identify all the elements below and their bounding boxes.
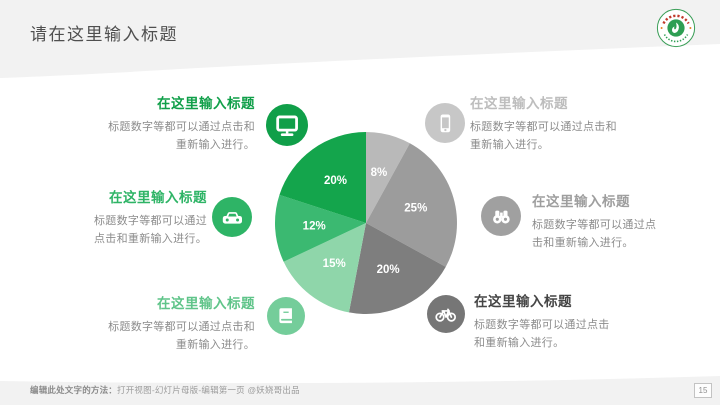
pie-slice	[274, 194, 366, 262]
feature-block-left-2: 在这里输入标题 标题数字等都可以通过 点击和重新输入进行。	[67, 190, 207, 248]
pie-slice	[366, 132, 410, 223]
pie-slice	[279, 132, 366, 223]
feature-body: 标题数字等都可以通过点击和 重新输入进行。	[470, 121, 617, 151]
feature-title: 在这里输入标题	[157, 296, 255, 311]
feature-body: 标题数字等都可以通过 点击和重新输入进行。	[94, 215, 207, 245]
pie-slice-label: 12%	[303, 220, 326, 232]
feature-block-right-1: 在这里输入标题 标题数字等都可以通过点击和 重新输入进行。	[470, 96, 645, 154]
pie-slice	[283, 223, 366, 313]
bicycle-icon	[427, 295, 465, 333]
pie-slice-label: 20%	[324, 175, 347, 187]
feature-block-left-1: 在这里输入标题 标题数字等都可以通过点击和 重新输入进行。	[80, 96, 255, 154]
feature-block-right-3: 在这里输入标题 标题数字等都可以通过点击 和重新输入进行。	[474, 294, 649, 352]
page-number: 15	[694, 383, 712, 398]
binoculars-icon	[481, 196, 521, 236]
car-icon	[212, 197, 252, 237]
feature-body: 标题数字等都可以通过点击和 重新输入进行。	[108, 321, 255, 351]
pie-slice-label: 8%	[371, 167, 388, 179]
book-icon	[267, 297, 305, 335]
feature-title: 在这里输入标题	[532, 194, 630, 209]
pie-slice-label: 25%	[404, 203, 427, 215]
feature-body: 标题数字等都可以通过点击和 重新输入进行。	[108, 121, 255, 151]
header-wave-shape	[0, 0, 720, 78]
footer-instructions: 打开视图-幻灯片母版-编辑第一页 @妖娆哥出品	[117, 385, 300, 395]
feature-body: 标题数字等都可以通过点 击和重新输入进行。	[532, 219, 657, 249]
university-emblem-logo	[656, 8, 696, 48]
monitor-icon	[266, 104, 308, 146]
pie-chart: 8% 25% 20% 15% 12% 20%	[271, 128, 461, 318]
footer-credits: 编辑此处文字的方法：打开视图-幻灯片母版-编辑第一页 @妖娆哥出品	[30, 384, 300, 396]
slide-title: 请在这里输入标题	[30, 25, 178, 44]
feature-block-right-2: 在这里输入标题 标题数字等都可以通过点 击和重新输入进行。	[532, 194, 672, 252]
footer-method-label: 编辑此处文字的方法：	[30, 385, 118, 395]
pie-slice-label: 15%	[323, 258, 346, 270]
feature-title: 在这里输入标题	[474, 294, 572, 309]
pie-slice	[366, 143, 457, 267]
pie-slice	[348, 223, 446, 315]
feature-title: 在这里输入标题	[157, 96, 255, 111]
feature-body: 标题数字等都可以通过点击 和重新输入进行。	[474, 319, 610, 349]
smartphone-icon	[425, 103, 465, 143]
pie-slice-label: 20%	[377, 264, 400, 276]
feature-block-left-3: 在这里输入标题 标题数字等都可以通过点击和 重新输入进行。	[80, 296, 255, 354]
feature-title: 在这里输入标题	[470, 96, 568, 111]
feature-title: 在这里输入标题	[109, 190, 207, 205]
